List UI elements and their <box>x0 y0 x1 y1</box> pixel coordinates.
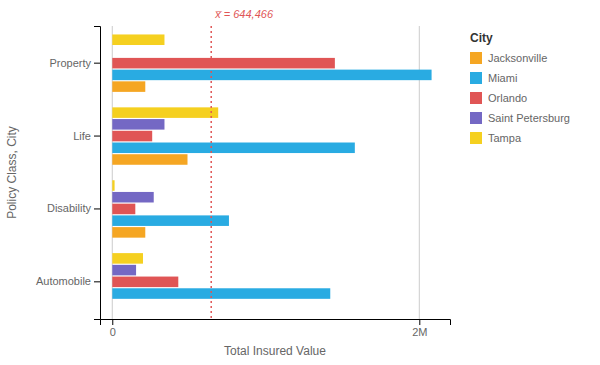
legend-item: Jacksonville <box>470 52 547 64</box>
series <box>112 34 218 263</box>
bar <box>112 70 431 81</box>
bar <box>112 107 218 118</box>
legend-swatch <box>470 92 482 104</box>
legend-label: Jacksonville <box>488 52 547 64</box>
bar <box>112 265 136 276</box>
bar <box>112 300 113 311</box>
x-tick: 2M <box>412 319 427 338</box>
y-tick: Disability <box>47 202 100 214</box>
x-tick: 0 <box>110 319 116 338</box>
bar <box>112 227 145 238</box>
y-tick-label: Automobile <box>36 275 91 287</box>
y-tick-mark <box>94 136 100 137</box>
series <box>112 81 187 237</box>
bar <box>112 119 164 130</box>
y-tick-label: Disability <box>47 202 92 214</box>
bar <box>112 131 152 142</box>
legend-title: City <box>470 31 493 45</box>
legend-item: Tampa <box>470 132 522 144</box>
mean-line <box>210 26 212 319</box>
legend-label: Saint Petersburg <box>488 112 570 124</box>
legend-label: Miami <box>488 72 517 84</box>
bar <box>112 180 114 191</box>
bar <box>112 58 335 69</box>
y-tick: Property <box>49 57 100 69</box>
bar <box>112 143 355 154</box>
legend-item: Orlando <box>470 92 527 104</box>
bar <box>112 192 153 203</box>
x-tick-label: 0 <box>110 326 116 338</box>
y-tick-mark <box>94 281 100 282</box>
legend-item: Miami <box>470 72 517 84</box>
bar <box>112 204 135 215</box>
bar <box>112 154 187 165</box>
legend-label: Orlando <box>488 92 527 104</box>
y-axis-line <box>94 27 101 320</box>
series <box>112 119 164 275</box>
legend-swatch <box>470 112 482 124</box>
y-tick-mark <box>94 208 100 209</box>
legend-swatch <box>470 132 482 144</box>
legend-swatch <box>470 72 482 84</box>
y-tick-mark <box>94 63 100 64</box>
series <box>112 58 335 287</box>
x-tick-label: 2M <box>412 326 427 338</box>
x-axis: 0 2M <box>101 319 451 338</box>
mean-label: x̅ = 644,466 <box>214 8 274 20</box>
x-axis-line <box>101 320 451 326</box>
bar <box>112 34 164 45</box>
bar <box>112 288 330 299</box>
y-axis: Automobile Disability Life Property <box>36 27 101 320</box>
y-axis-title: Policy Class, City <box>5 126 19 219</box>
x-tick-mark <box>419 319 420 325</box>
bar <box>112 277 178 288</box>
y-tick: Automobile <box>36 275 100 287</box>
y-tick: Life <box>73 130 100 142</box>
y-tick-label: Property <box>49 57 91 69</box>
plot: 0 2M Automobile Disability Life Property <box>36 26 451 338</box>
bar <box>112 253 143 264</box>
bar <box>112 81 145 92</box>
legend: City Jacksonville Miami Orlando Saint Peters… <box>470 31 570 144</box>
bars <box>112 26 431 319</box>
x-tick-mark <box>112 319 113 325</box>
legend-swatch <box>470 52 482 64</box>
chart: 0 2M Automobile Disability Life Property Total… <box>0 0 600 365</box>
series <box>112 70 431 299</box>
x-axis-title: Total Insured Value <box>224 344 326 358</box>
y-tick-label: Life <box>73 130 91 142</box>
legend-item: Saint Petersburg <box>470 112 570 124</box>
bar <box>112 46 113 57</box>
legend-label: Tampa <box>488 132 522 144</box>
